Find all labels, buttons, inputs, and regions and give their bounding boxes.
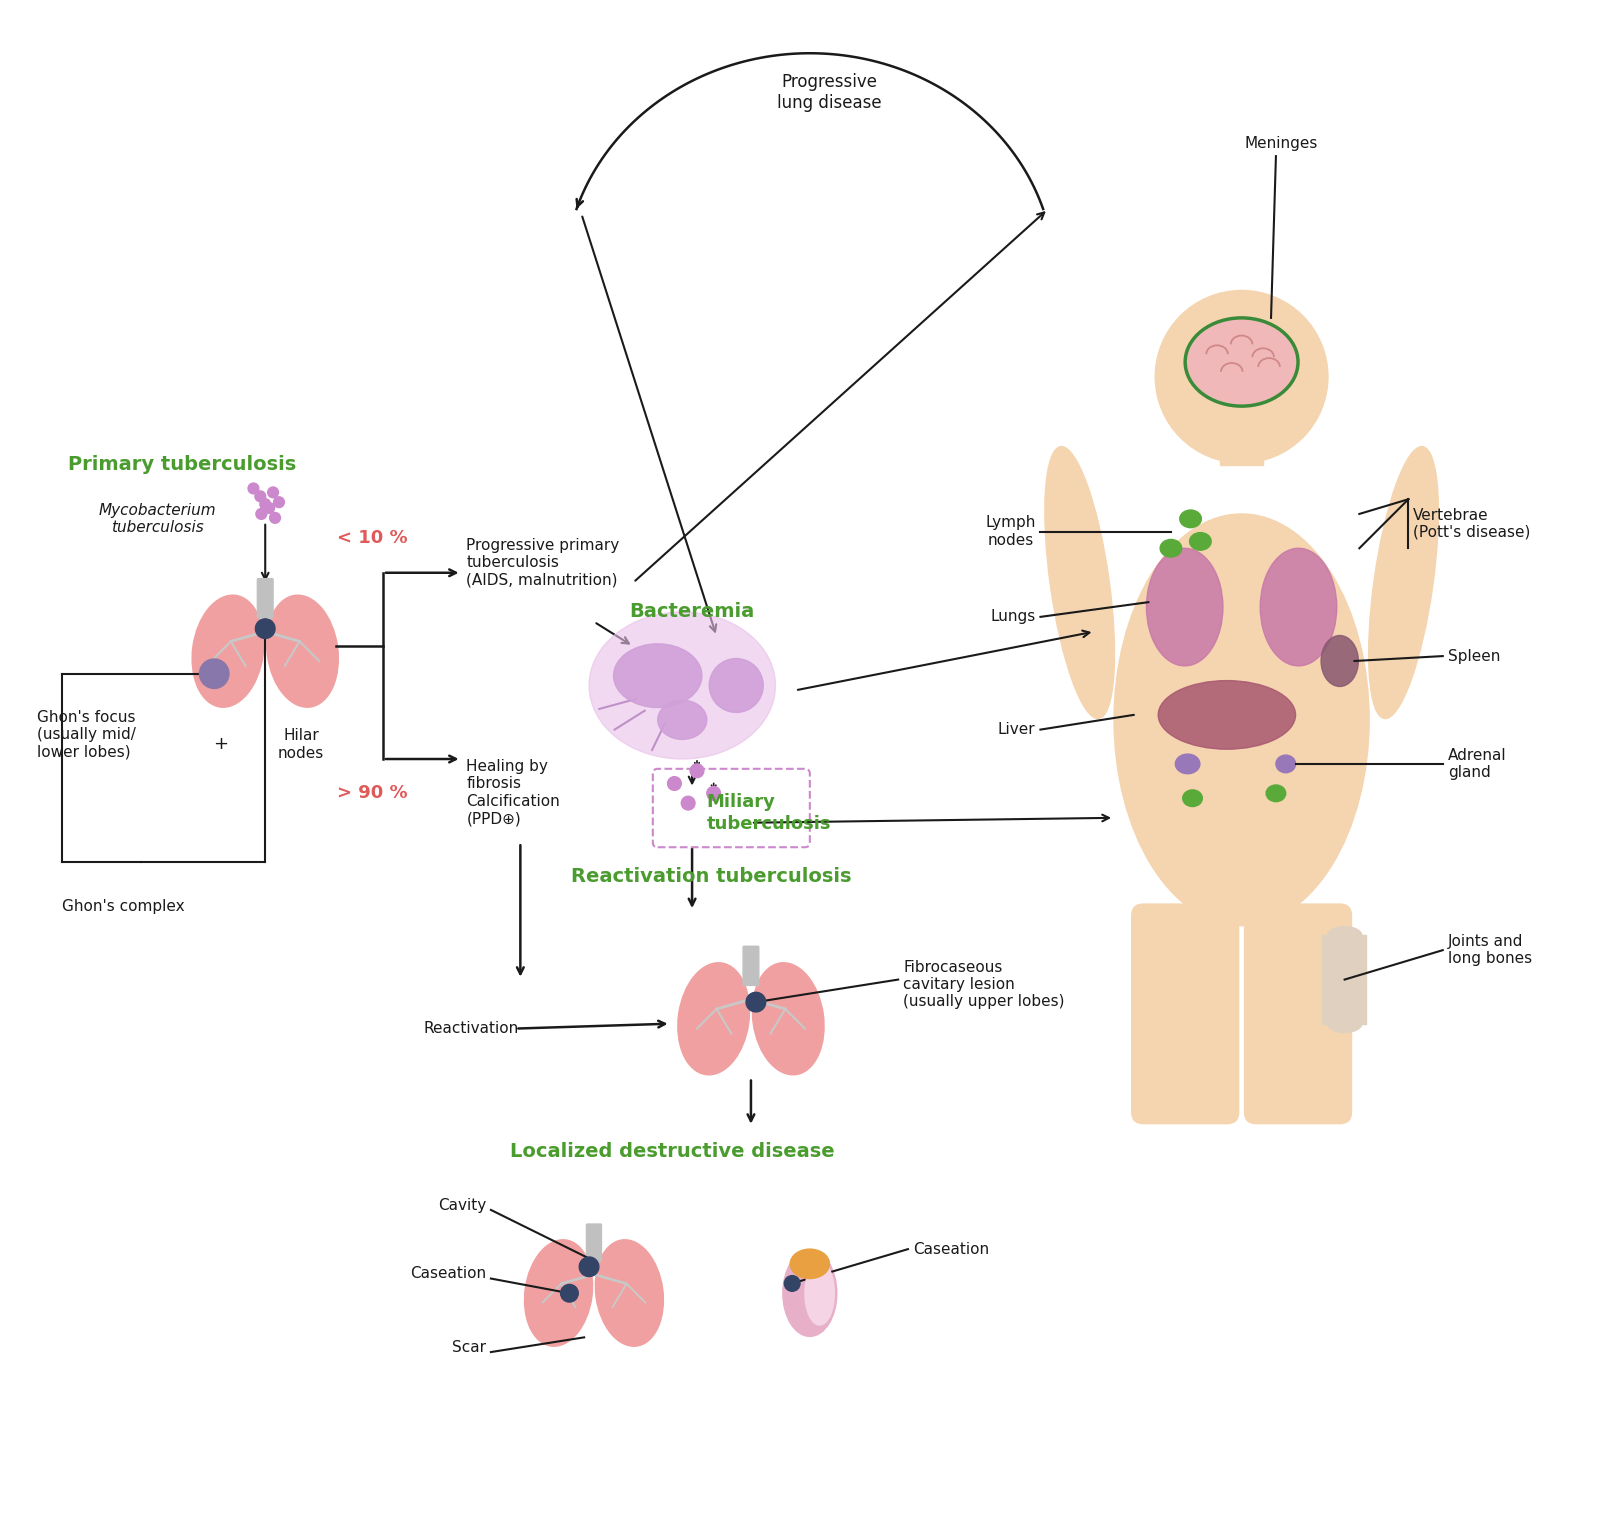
Text: Lymph
nodes: Lymph nodes: [985, 515, 1035, 548]
Circle shape: [580, 1258, 599, 1276]
Ellipse shape: [1266, 785, 1286, 802]
Ellipse shape: [783, 1250, 836, 1337]
Text: Cavity: Cavity: [437, 1197, 485, 1212]
Circle shape: [747, 992, 766, 1012]
Ellipse shape: [192, 595, 264, 708]
Ellipse shape: [1275, 755, 1296, 773]
Circle shape: [264, 503, 274, 513]
Text: Healing by
fibrosis
Calcification
(PPD⊕): Healing by fibrosis Calcification (PPD⊕): [466, 760, 561, 826]
Text: Localized destructive disease: Localized destructive disease: [509, 1142, 835, 1161]
Text: Joints and
long bones: Joints and long bones: [1448, 934, 1532, 966]
Text: < 10 %: < 10 %: [336, 530, 407, 547]
Ellipse shape: [1328, 927, 1362, 945]
Circle shape: [1155, 290, 1328, 463]
Circle shape: [274, 497, 285, 507]
Text: Caseation: Caseation: [913, 1241, 988, 1256]
Circle shape: [668, 776, 681, 790]
FancyBboxPatch shape: [586, 1224, 601, 1261]
Text: Liver: Liver: [998, 722, 1035, 737]
Ellipse shape: [1182, 790, 1203, 807]
Circle shape: [268, 488, 279, 498]
Text: Scar: Scar: [452, 1340, 485, 1355]
Text: Adrenal
gland: Adrenal gland: [1448, 747, 1506, 781]
Bar: [1221, 377, 1264, 465]
Ellipse shape: [1176, 753, 1200, 773]
FancyBboxPatch shape: [743, 946, 759, 986]
Text: Progressive primary
tuberculosis
(AIDS, malnutrition): Progressive primary tuberculosis (AIDS, …: [466, 538, 620, 588]
Ellipse shape: [1160, 539, 1182, 557]
Ellipse shape: [710, 659, 763, 712]
Text: Ghon's focus
(usually mid/
lower lobes): Ghon's focus (usually mid/ lower lobes): [37, 709, 136, 760]
Circle shape: [256, 509, 266, 519]
Text: Spleen: Spleen: [1448, 649, 1499, 664]
Ellipse shape: [790, 1249, 830, 1279]
Text: Lungs: Lungs: [990, 609, 1035, 624]
Text: Vertebrae
(Pott's disease): Vertebrae (Pott's disease): [1413, 507, 1530, 539]
Ellipse shape: [804, 1261, 835, 1325]
Bar: [1322, 936, 1367, 1024]
Text: Bacteremia: Bacteremia: [630, 603, 755, 621]
Ellipse shape: [1187, 321, 1296, 404]
Text: Primary tuberculosis: Primary tuberculosis: [67, 456, 296, 474]
Ellipse shape: [266, 595, 338, 708]
FancyBboxPatch shape: [258, 579, 272, 618]
Text: Mycobacterium
tuberculosis: Mycobacterium tuberculosis: [98, 503, 216, 535]
Circle shape: [706, 787, 721, 801]
Circle shape: [248, 483, 260, 494]
Ellipse shape: [1179, 510, 1202, 527]
Circle shape: [681, 796, 695, 810]
Circle shape: [690, 764, 703, 778]
Ellipse shape: [1113, 513, 1370, 925]
Ellipse shape: [1261, 548, 1336, 665]
Circle shape: [269, 512, 280, 523]
Ellipse shape: [1158, 681, 1296, 749]
Text: Miliary
tuberculosis: Miliary tuberculosis: [706, 793, 831, 832]
Ellipse shape: [1147, 548, 1222, 665]
Text: Fibrocaseous
cavitary lesion
(usually upper lobes): Fibrocaseous cavitary lesion (usually up…: [904, 960, 1065, 1009]
Text: Progressive
lung disease: Progressive lung disease: [777, 73, 881, 112]
Ellipse shape: [678, 963, 750, 1075]
Circle shape: [255, 618, 276, 638]
Ellipse shape: [596, 1240, 663, 1346]
Ellipse shape: [614, 644, 702, 708]
Ellipse shape: [1190, 533, 1211, 550]
Ellipse shape: [1322, 635, 1358, 687]
FancyBboxPatch shape: [1245, 904, 1352, 1124]
Text: > 90 %: > 90 %: [336, 784, 407, 802]
Ellipse shape: [590, 612, 775, 760]
Ellipse shape: [1045, 447, 1115, 718]
Text: Meninges: Meninges: [1245, 137, 1317, 152]
Circle shape: [561, 1285, 578, 1302]
Circle shape: [260, 498, 271, 509]
Circle shape: [255, 491, 266, 501]
Ellipse shape: [1328, 1015, 1362, 1033]
Text: Ghon's complex: Ghon's complex: [61, 899, 184, 913]
Text: Reactivation: Reactivation: [423, 1021, 519, 1036]
Ellipse shape: [658, 700, 706, 740]
Circle shape: [785, 1276, 799, 1291]
Text: Hilar
nodes: Hilar nodes: [279, 728, 324, 761]
Text: Caseation: Caseation: [410, 1267, 485, 1281]
Circle shape: [200, 659, 229, 688]
Ellipse shape: [753, 963, 823, 1075]
Ellipse shape: [1368, 447, 1439, 718]
Text: Reactivation tuberculosis: Reactivation tuberculosis: [572, 867, 852, 886]
FancyBboxPatch shape: [1131, 904, 1238, 1124]
Ellipse shape: [524, 1240, 593, 1346]
Text: +: +: [213, 735, 229, 753]
